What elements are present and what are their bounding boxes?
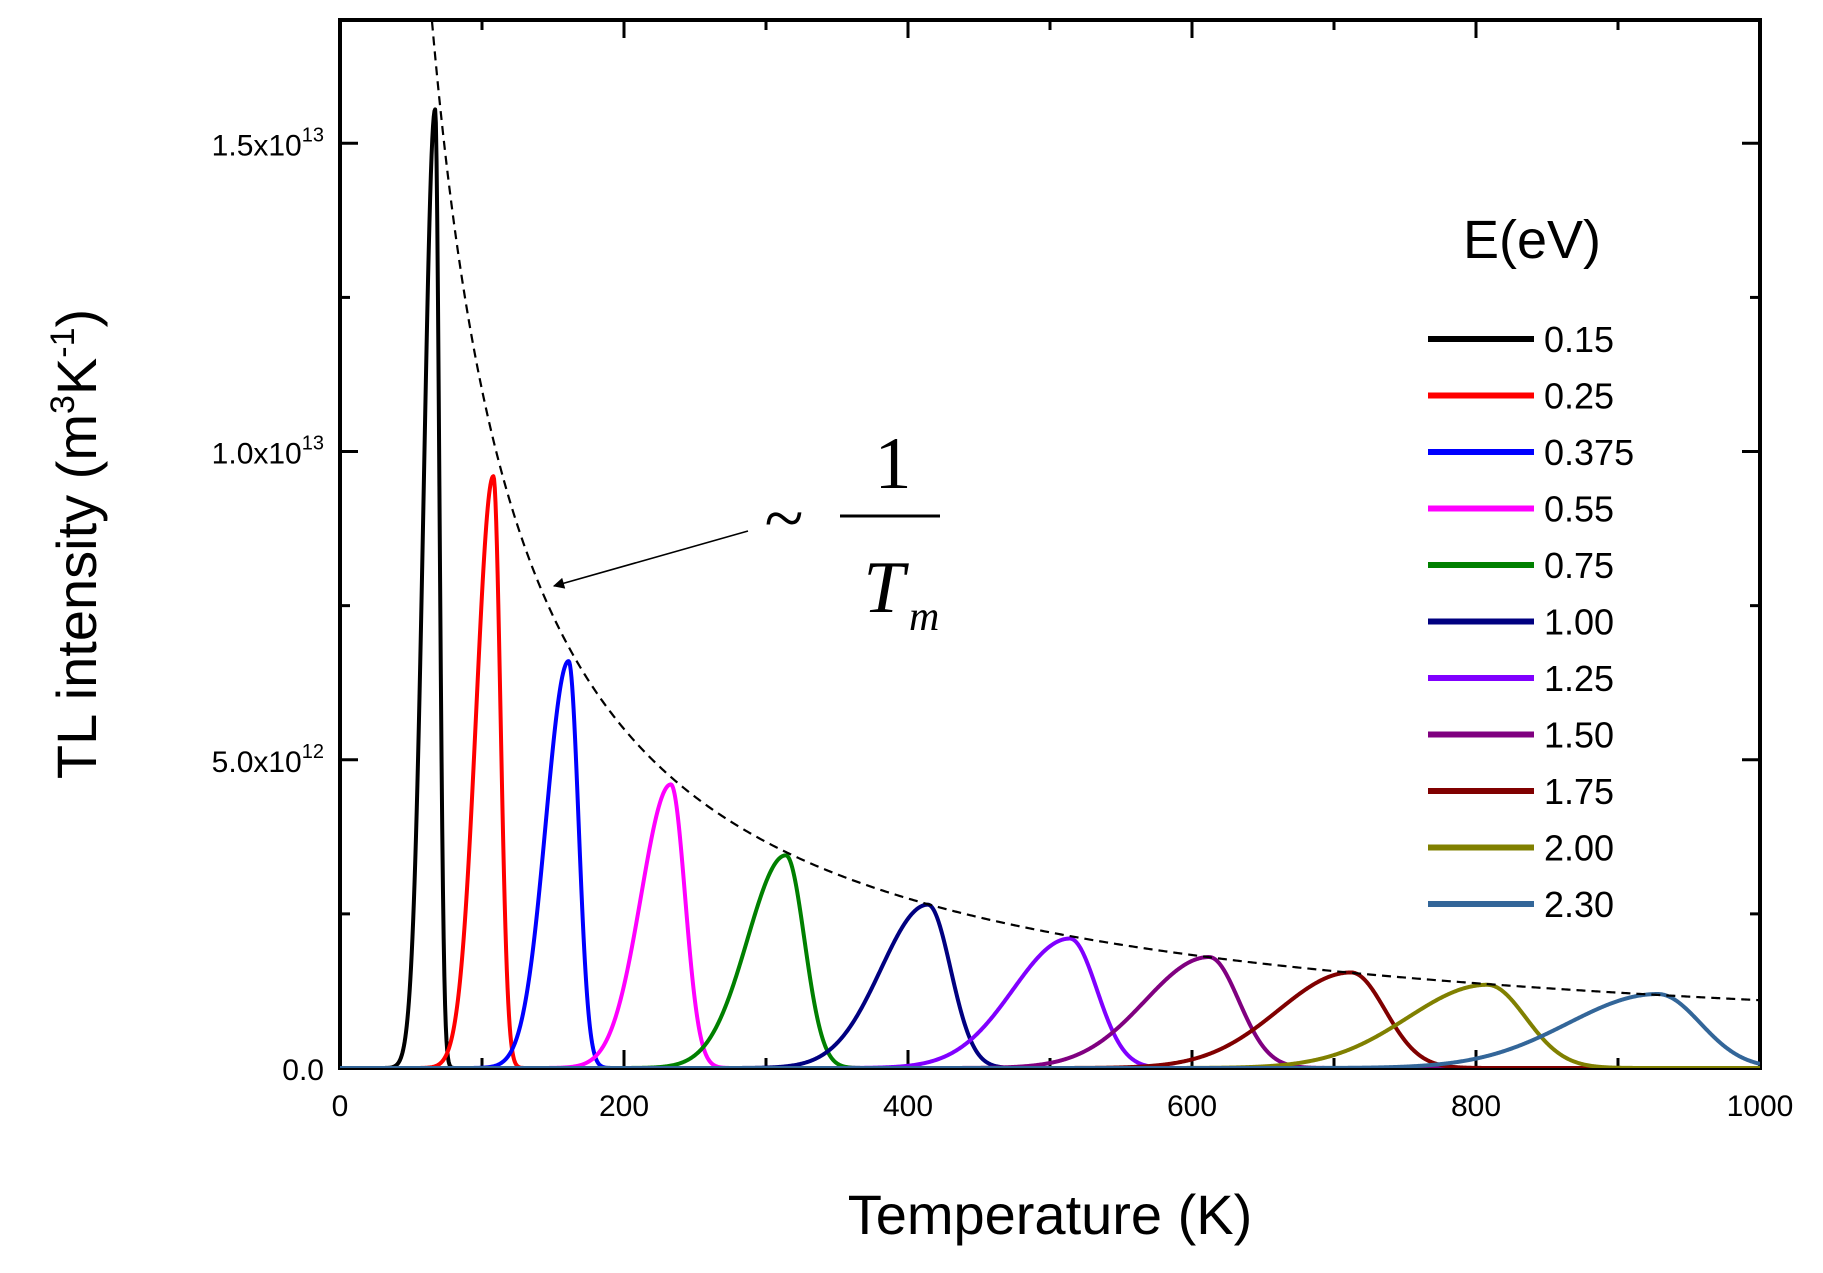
y-tick-label: 5.0x1012 <box>212 741 324 779</box>
series-curve-1.50 <box>340 955 1760 1068</box>
annotation-denominator: T <box>863 547 909 629</box>
legend-label: 0.375 <box>1544 432 1634 473</box>
y-axis-ticks: 0.0 5.0x1012 1.0x1013 1.5x1013 <box>212 124 1760 1087</box>
legend-label: 1.50 <box>1544 715 1614 756</box>
legend-label: 0.55 <box>1544 489 1614 530</box>
series-curve-0.375 <box>340 659 1760 1068</box>
x-tick-label: 800 <box>1451 1090 1501 1123</box>
legend-label: 2.30 <box>1544 884 1614 925</box>
legend-label: 2.00 <box>1544 828 1614 869</box>
x-tick-label: 600 <box>1167 1090 1217 1123</box>
envelope-curve <box>430 20 1760 1002</box>
legend-label: 0.15 <box>1544 319 1614 360</box>
x-tick-label: 200 <box>599 1090 649 1123</box>
series-curve-2.00 <box>340 982 1760 1068</box>
annotation: ~ 1 T m <box>552 423 940 640</box>
y-axis-title: TL intensity (m3K-1) <box>44 309 108 779</box>
curve-group <box>340 107 1760 1068</box>
annotation-subscript: m <box>909 594 939 640</box>
series-curve-2.30 <box>340 992 1760 1068</box>
series-curve-1.75 <box>340 970 1760 1068</box>
x-tick-label: 1000 <box>1727 1090 1794 1123</box>
legend-label: 1.25 <box>1544 658 1614 699</box>
legend: E(eV) 0.15 0.25 0.375 0.55 0.75 1.00 1.25 1.50 1… <box>1428 210 1634 925</box>
annotation-arrow <box>552 530 749 589</box>
y-tick-label: 0.0 <box>282 1054 324 1087</box>
legend-label: 0.75 <box>1544 545 1614 586</box>
legend-label: 1.00 <box>1544 602 1614 643</box>
x-tick-label: 0 <box>332 1090 349 1123</box>
x-axis-ticks: 0 200 400 600 800 1000 <box>332 20 1794 1123</box>
annotation-tilde: ~ <box>765 478 804 558</box>
x-tick-label: 400 <box>883 1090 933 1123</box>
annotation-numerator: 1 <box>875 423 912 505</box>
legend-label: 0.25 <box>1544 376 1614 417</box>
x-axis-title: Temperature (K) <box>848 1183 1253 1246</box>
legend-label: 1.75 <box>1544 771 1614 812</box>
y-tick-label: 1.0x1013 <box>212 433 324 471</box>
legend-title: E(eV) <box>1463 210 1601 270</box>
y-tick-label: 1.5x1013 <box>212 124 324 162</box>
series-curve-1.25 <box>340 936 1760 1068</box>
